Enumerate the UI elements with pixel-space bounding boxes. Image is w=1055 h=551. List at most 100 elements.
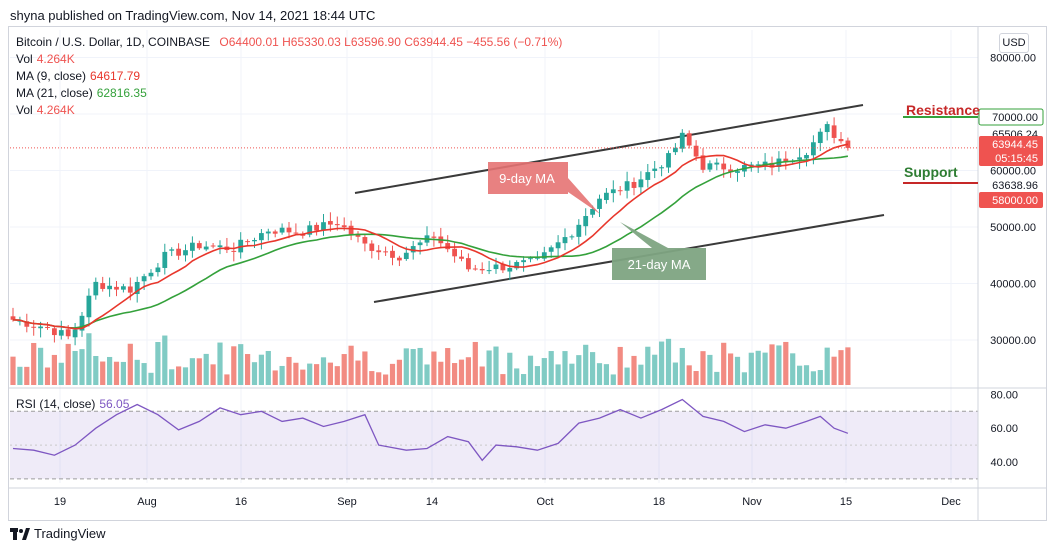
candle-body bbox=[169, 249, 175, 251]
volume-bar bbox=[134, 359, 140, 385]
volume-bar bbox=[569, 363, 575, 385]
rsi-tick-label: 80.00 bbox=[990, 389, 1018, 401]
volume-bar bbox=[741, 372, 747, 385]
volume-bar bbox=[790, 353, 796, 385]
volume-bar bbox=[189, 358, 195, 385]
candle-body bbox=[321, 222, 326, 231]
candle-body bbox=[410, 246, 416, 253]
volume-bar bbox=[155, 342, 161, 385]
candle-body bbox=[700, 155, 706, 170]
candle-body bbox=[314, 224, 319, 231]
volume-bar bbox=[44, 367, 51, 385]
rsi-line bbox=[12, 398, 849, 462]
candle-body bbox=[624, 181, 630, 191]
volume-bar bbox=[72, 350, 78, 385]
candle-body bbox=[72, 329, 78, 338]
volume-bar bbox=[714, 371, 720, 385]
moving-averages bbox=[10, 143, 978, 330]
time-tick-label: 18 bbox=[653, 496, 665, 508]
candle-body bbox=[417, 242, 423, 246]
candle-body bbox=[431, 236, 437, 238]
price-tag-label: 63638.96 bbox=[992, 180, 1038, 192]
candle-body bbox=[631, 181, 637, 188]
channel-upper-line bbox=[354, 104, 864, 194]
time-tick-label: Sep bbox=[337, 496, 357, 508]
volume-bar bbox=[93, 355, 99, 385]
volume-bar bbox=[652, 354, 658, 385]
annotations: Resistance Support 9-day MA 21-day MA bbox=[488, 102, 980, 280]
currency-button[interactable]: USD bbox=[999, 33, 1029, 53]
candle-body bbox=[479, 268, 485, 271]
tradingview-logo-icon bbox=[10, 527, 30, 540]
candle-body bbox=[114, 286, 119, 290]
candle-body bbox=[121, 286, 126, 290]
chart-frame bbox=[8, 26, 1047, 521]
candle-body bbox=[79, 315, 85, 331]
candle-body bbox=[348, 225, 354, 235]
volume-bar bbox=[31, 342, 37, 385]
time-tick-label: Nov bbox=[742, 496, 762, 508]
candle-body bbox=[10, 316, 16, 320]
volume-bar bbox=[431, 351, 437, 385]
volume-bar bbox=[424, 364, 430, 385]
volume-bar bbox=[583, 344, 589, 385]
candle-body bbox=[265, 231, 271, 234]
volume-bar bbox=[734, 356, 741, 385]
volume-bar bbox=[182, 367, 189, 385]
volume-bar bbox=[410, 349, 416, 385]
volume-bar bbox=[203, 353, 209, 385]
price-tag-label: 58000.00 bbox=[992, 195, 1038, 207]
volume-bar bbox=[507, 352, 513, 385]
candle-body bbox=[507, 267, 513, 272]
rsi-value: 56.05 bbox=[99, 397, 130, 411]
candle-body bbox=[666, 153, 671, 168]
volume-bar bbox=[755, 350, 761, 385]
volume-bar bbox=[100, 361, 106, 385]
volume-bar bbox=[334, 366, 340, 385]
volume-bar bbox=[638, 364, 644, 385]
candle-body bbox=[714, 162, 720, 165]
volume-bar bbox=[610, 374, 616, 385]
candle-body bbox=[735, 171, 740, 173]
volume-bar bbox=[348, 345, 354, 385]
time-tick-label: Oct bbox=[536, 496, 553, 508]
price-tick-label: 80000.00 bbox=[990, 53, 1036, 65]
volume-bar bbox=[783, 341, 789, 385]
candle-body bbox=[155, 267, 161, 273]
volume-bar bbox=[369, 371, 375, 385]
volume-bar bbox=[286, 356, 292, 385]
candle-body bbox=[176, 248, 181, 256]
volume-bar bbox=[445, 348, 451, 385]
vol2-value: 4.264K bbox=[36, 103, 75, 117]
time-tick-label: 14 bbox=[426, 496, 438, 508]
candle-body bbox=[369, 243, 375, 251]
volume-bar bbox=[238, 344, 244, 385]
volume-bar bbox=[417, 347, 423, 385]
volume-bar bbox=[472, 341, 478, 385]
candle-body bbox=[817, 131, 823, 144]
volume-bar bbox=[300, 369, 306, 385]
volume-bar bbox=[631, 355, 637, 385]
volume-bar bbox=[86, 333, 92, 385]
candle-body bbox=[38, 326, 43, 329]
volume-bars bbox=[10, 333, 851, 385]
volume-bar bbox=[824, 347, 830, 385]
candle-body bbox=[307, 225, 313, 235]
ohlc-values: O64400.01 H65330.03 L63596.90 C63944.45 … bbox=[219, 35, 563, 49]
candle-body bbox=[617, 190, 623, 192]
candle-body bbox=[769, 162, 775, 168]
volume-bar bbox=[479, 366, 485, 385]
price-tag-box bbox=[979, 192, 1043, 208]
candle-body bbox=[824, 124, 830, 133]
ma9-callout-box bbox=[488, 162, 600, 214]
volume-bar bbox=[279, 365, 285, 385]
time-tick-label: 15 bbox=[840, 496, 852, 508]
candle-body bbox=[659, 167, 664, 169]
volume-bar bbox=[458, 359, 465, 385]
volume-bar bbox=[307, 363, 313, 385]
volume-bar bbox=[438, 361, 444, 385]
volume-bar bbox=[748, 352, 754, 385]
candle-body bbox=[328, 221, 333, 225]
volume-bar bbox=[493, 346, 499, 385]
